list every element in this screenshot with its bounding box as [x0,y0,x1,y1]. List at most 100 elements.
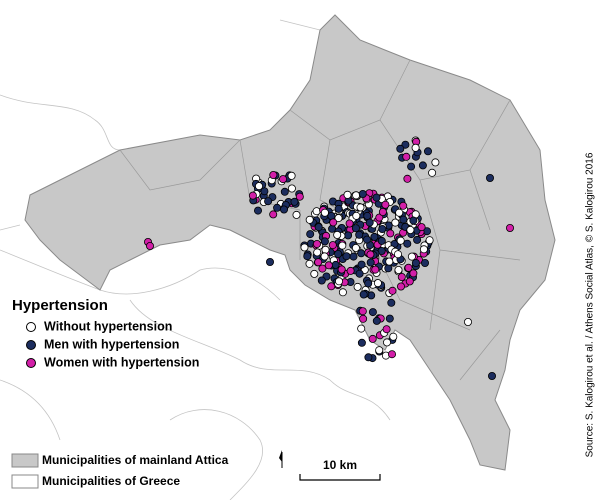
point [405,277,414,286]
point [388,286,397,295]
point [357,338,366,347]
point [359,314,368,323]
point [292,210,301,219]
point [385,257,394,266]
point [372,316,381,325]
point [394,265,403,274]
point [387,298,396,307]
point [320,252,329,261]
points [143,136,514,380]
point [370,232,379,241]
point [290,197,299,206]
legend-marker [26,358,36,368]
point [313,248,322,257]
point [253,206,262,215]
point [363,211,372,220]
point [145,241,154,250]
point [420,258,429,267]
point [320,237,329,246]
point [364,353,373,362]
point [371,265,380,274]
point [342,252,351,261]
point [345,219,354,228]
north-arrow [279,450,283,468]
point [338,288,347,297]
point [248,191,257,200]
point [407,162,416,171]
point [428,168,437,177]
source: Source: S. Kalogirou et al. / Athens Soc… [585,152,596,457]
point [386,229,395,238]
legend-marker [26,340,36,350]
legend-label: Women with hypertension [44,355,199,369]
point [305,215,314,224]
point [321,245,330,254]
point [254,182,263,191]
point [401,140,410,149]
point [346,266,355,275]
point [505,223,514,232]
point [295,192,304,201]
base-legend-swatch [11,474,39,489]
point [399,201,408,210]
point [365,218,374,227]
point [355,230,364,239]
point [356,203,365,212]
point [399,215,408,224]
point [334,204,343,213]
point [312,239,321,248]
point [329,218,338,227]
point [306,230,315,239]
point [368,308,377,317]
point [378,224,387,233]
point [396,144,405,153]
point [419,245,428,254]
point [485,173,494,182]
point [278,175,287,184]
point [409,269,418,278]
point [320,208,329,217]
point [359,290,368,299]
point [352,191,361,200]
point [385,314,394,323]
point [411,258,420,267]
point [375,346,384,355]
point [404,263,413,272]
base-legend-swatch [11,453,39,468]
point [331,260,340,269]
point [411,143,420,152]
point [487,371,496,380]
legend: Without hypertension Men with hypertensio… [26,319,199,369]
point [395,208,404,217]
base-legend-label: Municipalities of Greece [42,474,180,488]
point [349,252,358,261]
point [397,272,406,281]
point [431,158,440,167]
point [334,277,343,286]
point [378,207,387,216]
point [269,210,278,219]
legend-label: Men with hypertension [44,337,179,351]
point [393,250,402,259]
point [403,239,412,248]
point [382,338,391,347]
point [375,213,384,222]
point [338,241,347,250]
point [387,350,396,359]
point [402,152,411,161]
point [362,235,371,244]
base-legend-label: Municipalities of mainland Attica [42,453,229,467]
point [324,261,333,270]
point [377,236,386,245]
point [303,252,312,261]
point [314,223,323,232]
point [357,324,366,333]
point [358,189,367,198]
point [328,241,337,250]
point [357,260,366,269]
point [334,249,343,258]
point [403,174,412,183]
point [343,190,352,199]
point [373,279,382,288]
